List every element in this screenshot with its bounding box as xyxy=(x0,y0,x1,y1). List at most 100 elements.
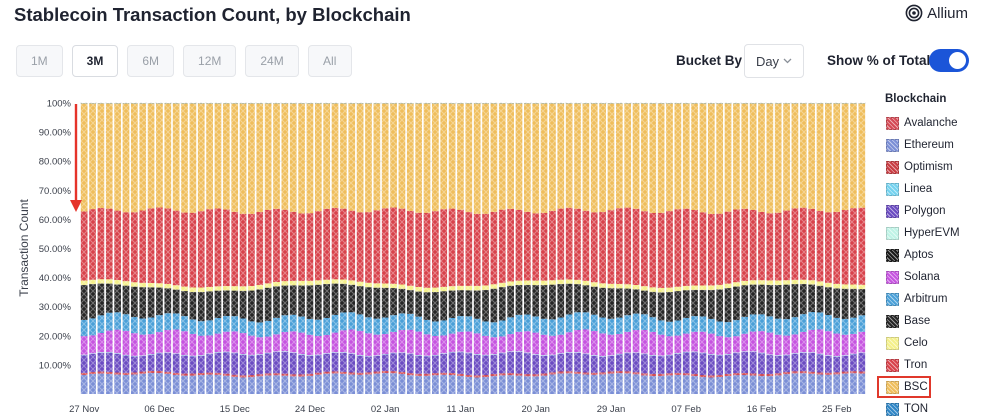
bar-segment-polygon[interactable] xyxy=(858,353,866,372)
bar-segment-polygon[interactable] xyxy=(850,354,857,372)
bar-segment-celo[interactable] xyxy=(415,287,422,292)
bar-segment-tron[interactable] xyxy=(457,209,464,286)
bar-segment-avalanche[interactable] xyxy=(273,374,280,376)
bar-segment-solana[interactable] xyxy=(457,331,464,352)
bar-segment-polygon[interactable] xyxy=(156,353,163,372)
bar-segment-avalanche[interactable] xyxy=(423,374,431,376)
bar-segment-solana[interactable] xyxy=(532,332,540,355)
bar-segment-tron[interactable] xyxy=(498,209,506,283)
bar-segment-arbitrum[interactable] xyxy=(716,321,724,337)
bar-segment-arbitrum[interactable] xyxy=(833,317,841,334)
bar-segment-celo[interactable] xyxy=(707,285,715,290)
bar-segment-tron[interactable] xyxy=(783,210,790,281)
bar-segment-base[interactable] xyxy=(222,290,230,317)
bar-segment-celo[interactable] xyxy=(248,285,255,291)
bar-segment-base[interactable] xyxy=(657,292,665,321)
bar-segment-ethereum[interactable] xyxy=(515,375,523,394)
bar-segment-celo[interactable] xyxy=(674,286,682,292)
bar-segment-optimism[interactable] xyxy=(565,371,573,373)
bar-segment-solana[interactable] xyxy=(724,337,732,355)
bar-segment-tron[interactable] xyxy=(406,210,414,286)
bar-segment-polygon[interactable] xyxy=(281,351,289,374)
bar-segment-base[interactable] xyxy=(97,283,105,316)
bar-segment-base[interactable] xyxy=(682,290,690,318)
bar-segment-avalanche[interactable] xyxy=(114,373,121,375)
bar-segment-solana[interactable] xyxy=(281,332,289,352)
legend-item-celo[interactable]: Celo xyxy=(884,332,982,354)
bar-segment-avalanche[interactable] xyxy=(356,373,364,375)
bar-segment-bsc[interactable] xyxy=(532,103,540,214)
bar-segment-ethereum[interactable] xyxy=(306,375,314,394)
bar-segment-tron[interactable] xyxy=(415,212,422,288)
bar-segment-avalanche[interactable] xyxy=(415,374,422,376)
bar-segment-avalanche[interactable] xyxy=(131,373,138,375)
bar-segment-optimism[interactable] xyxy=(498,373,506,375)
bar-segment-tron[interactable] xyxy=(540,212,548,281)
bar-segment-optimism[interactable] xyxy=(114,372,121,374)
bar-segment-arbitrum[interactable] xyxy=(507,317,514,335)
bar-segment-tron[interactable] xyxy=(774,212,782,281)
bar-segment-polygon[interactable] xyxy=(147,354,155,371)
bar-segment-celo[interactable] xyxy=(348,280,356,285)
bar-segment-polygon[interactable] xyxy=(298,354,305,375)
bar-segment-ethereum[interactable] xyxy=(314,374,322,394)
bar-segment-arbitrum[interactable] xyxy=(557,317,565,335)
bar-segment-ethereum[interactable] xyxy=(624,373,632,394)
bar-segment-bsc[interactable] xyxy=(214,103,222,209)
bar-segment-ethereum[interactable] xyxy=(774,375,782,394)
bar-segment-optimism[interactable] xyxy=(490,374,498,375)
bar-segment-polygon[interactable] xyxy=(256,354,264,375)
bar-segment-solana[interactable] xyxy=(365,333,372,356)
bar-segment-base[interactable] xyxy=(273,286,280,318)
bar-segment-base[interactable] xyxy=(239,291,247,319)
bar-segment-celo[interactable] xyxy=(264,283,272,288)
bar-segment-celo[interactable] xyxy=(783,280,790,285)
bar-segment-base[interactable] xyxy=(281,285,289,316)
bar-segment-celo[interactable] xyxy=(97,279,105,284)
bar-segment-celo[interactable] xyxy=(758,280,765,285)
bar-segment-base[interactable] xyxy=(716,289,724,322)
bar-segment-optimism[interactable] xyxy=(473,375,481,377)
bar-segment-optimism[interactable] xyxy=(147,370,155,372)
bar-segment-bsc[interactable] xyxy=(741,103,749,209)
bar-segment-arbitrum[interactable] xyxy=(398,313,406,331)
bar-segment-optimism[interactable] xyxy=(666,373,673,375)
bar-segment-avalanche[interactable] xyxy=(97,372,105,374)
bar-segment-ethereum[interactable] xyxy=(131,374,138,395)
bar-segment-tron[interactable] xyxy=(465,212,473,286)
bar-segment-ethereum[interactable] xyxy=(565,373,573,394)
bar-segment-solana[interactable] xyxy=(440,335,448,354)
bar-segment-polygon[interactable] xyxy=(808,352,815,372)
bar-segment-avalanche[interactable] xyxy=(858,372,866,374)
bar-segment-arbitrum[interactable] xyxy=(657,320,665,335)
bar-segment-base[interactable] xyxy=(766,285,774,317)
bar-segment-solana[interactable] xyxy=(181,331,188,355)
bar-segment-ethereum[interactable] xyxy=(114,374,121,394)
bar-segment-ethereum[interactable] xyxy=(122,374,130,394)
bar-segment-arbitrum[interactable] xyxy=(599,317,606,334)
bar-segment-solana[interactable] xyxy=(465,331,473,353)
legend-item-base[interactable]: Base xyxy=(884,310,982,332)
bar-segment-polygon[interactable] xyxy=(574,352,581,372)
bar-segment-polygon[interactable] xyxy=(398,353,406,373)
bar-segment-tron[interactable] xyxy=(323,208,331,280)
bar-segment-polygon[interactable] xyxy=(615,354,623,372)
bar-segment-tron[interactable] xyxy=(716,213,724,285)
bar-segment-avalanche[interactable] xyxy=(331,372,339,374)
bar-segment-solana[interactable] xyxy=(741,333,749,352)
bar-segment-tron[interactable] xyxy=(256,212,264,285)
bar-segment-arbitrum[interactable] xyxy=(808,312,815,330)
bar-segment-avalanche[interactable] xyxy=(699,375,707,378)
bar-segment-bsc[interactable] xyxy=(239,103,247,214)
bar-segment-arbitrum[interactable] xyxy=(490,322,498,338)
bar-segment-celo[interactable] xyxy=(298,280,305,286)
bar-segment-polygon[interactable] xyxy=(323,353,331,372)
bar-segment-ethereum[interactable] xyxy=(498,375,506,394)
bar-segment-celo[interactable] xyxy=(649,287,657,292)
bar-segment-celo[interactable] xyxy=(398,284,406,289)
bar-segment-avalanche[interactable] xyxy=(248,375,255,378)
bar-segment-avalanche[interactable] xyxy=(390,372,397,374)
bar-segment-base[interactable] xyxy=(691,290,698,317)
bar-segment-solana[interactable] xyxy=(607,334,615,356)
bar-segment-arbitrum[interactable] xyxy=(666,321,673,337)
